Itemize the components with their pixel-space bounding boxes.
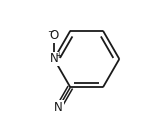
Text: O: O bbox=[49, 29, 59, 42]
Text: +: + bbox=[55, 51, 61, 60]
Text: N: N bbox=[50, 53, 58, 65]
Text: N: N bbox=[54, 101, 63, 114]
Text: −: − bbox=[47, 27, 53, 36]
